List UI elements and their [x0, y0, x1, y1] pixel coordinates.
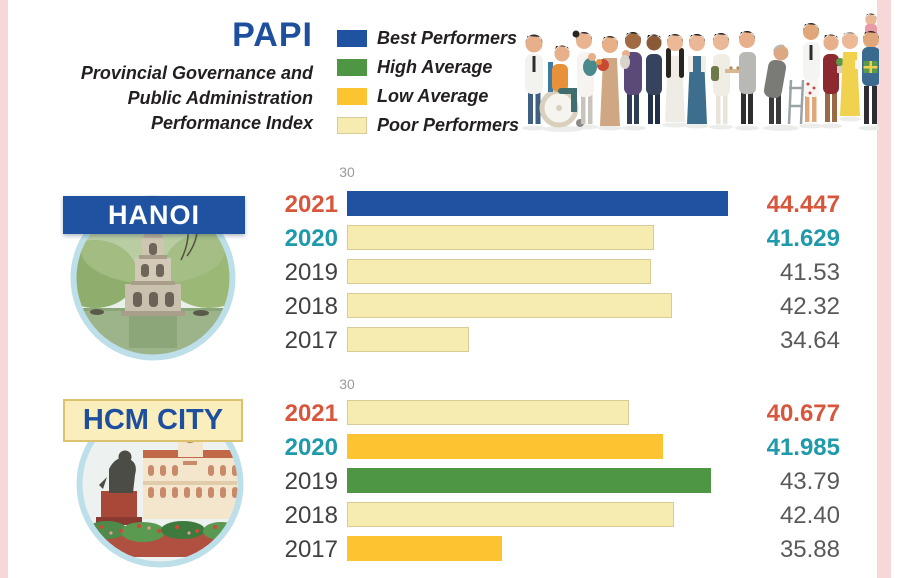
bar-2021	[347, 400, 629, 425]
bar-2017	[347, 327, 469, 352]
value-label: 42.32	[779, 293, 840, 320]
subtitle-line: Provincial Governance and	[80, 63, 313, 83]
papi-subtitle: Provincial Governance and Public Adminis…	[20, 61, 313, 136]
person-gray-sweater	[739, 31, 756, 124]
bar-2019	[347, 468, 711, 493]
bar-2019	[347, 259, 651, 284]
legend-item-label: High Average	[377, 57, 493, 77]
year-label: 2018	[284, 502, 338, 529]
title-block: PAPI Provincial Governance and Public Ad…	[20, 16, 313, 136]
year-label: 2019	[284, 468, 338, 495]
year-label: 2018	[284, 293, 338, 320]
legend-item: Poor Performers	[337, 111, 519, 140]
chart-row-2020: 2020 41.629	[0, 225, 900, 252]
year-label: 2020	[284, 225, 338, 252]
chart-row-2021: 2021 40.677	[0, 400, 900, 427]
value-label: 41.53	[779, 259, 840, 286]
person-tan-dress	[596, 36, 620, 126]
value-label: 40.677	[766, 400, 840, 427]
hcm-city-label: HCM CITY	[63, 399, 243, 442]
bar-2018	[347, 502, 674, 527]
axis-origin-label-hanoi: 30	[339, 164, 355, 180]
chart-row-2019: 2019 41.53	[0, 259, 900, 286]
bar-2018	[347, 293, 672, 318]
papi-title: PAPI	[232, 16, 313, 54]
hcm-photo	[76, 400, 244, 568]
person-purple-top	[620, 32, 642, 124]
year-label: 2017	[284, 536, 338, 563]
bar-2021	[347, 191, 728, 216]
legend-item-label: Low Average	[377, 86, 489, 106]
legend-item: Low Average	[337, 82, 519, 111]
person-holding-baby	[572, 30, 597, 124]
legend-item-label: Poor Performers	[377, 115, 520, 135]
chart-row-2017: 2017 35.88	[0, 536, 900, 563]
value-label: 44.447	[766, 191, 840, 218]
chart-row-2020: 2020 41.985	[0, 434, 900, 461]
legend-swatch-best	[337, 30, 367, 47]
bar-2020	[347, 434, 663, 459]
chart-row-2018: 2018 42.40	[0, 502, 900, 529]
person-elderly-walker	[763, 44, 805, 125]
value-label: 41.629	[766, 225, 840, 252]
person-blue-pinafore	[687, 34, 707, 124]
value-label: 42.40	[779, 502, 840, 529]
person-with-child-and-gift	[862, 13, 879, 124]
hanoi-bar-chart: 2021 44.447 2020 41.629 2019 41.53 2018 42.32 20…	[0, 191, 900, 356]
legend-swatch-low	[337, 88, 367, 105]
legend-swatch-high	[337, 59, 367, 76]
ground-shadows	[522, 116, 879, 132]
year-label: 2021	[284, 191, 338, 218]
bar-2020	[347, 225, 654, 250]
subtitle-line: Public Administration	[127, 88, 313, 108]
value-label: 43.79	[779, 468, 840, 495]
person-with-tray	[711, 33, 752, 124]
person-dark-red-top	[823, 34, 844, 122]
person-navy-suit	[646, 34, 662, 124]
year-label: 2019	[284, 259, 338, 286]
legend-swatch-poor	[337, 117, 367, 134]
right-frame-strip	[877, 0, 891, 578]
chart-row-2018: 2018 42.32	[0, 293, 900, 320]
value-label: 41.985	[766, 434, 840, 461]
people-illustration	[522, 13, 879, 132]
chart-row-2021: 2021 44.447	[0, 191, 900, 218]
legend-item-label: Best Performers	[377, 28, 518, 48]
legend-item: High Average	[337, 53, 519, 82]
value-label: 35.88	[779, 536, 840, 563]
subtitle-line: Performance Index	[150, 113, 313, 133]
value-label: 34.64	[779, 327, 840, 354]
bar-2017	[347, 536, 502, 561]
hcm-bar-chart: 2021 40.677 2020 41.985 2019 43.79 2018 42.40 20…	[0, 400, 900, 565]
legend-item: Best Performers	[337, 24, 519, 53]
year-label: 2020	[284, 434, 338, 461]
year-label: 2017	[284, 327, 338, 354]
chart-row-2019: 2019 43.79	[0, 468, 900, 495]
left-frame-strip	[0, 0, 8, 578]
chart-row-2017: 2017 34.64	[0, 327, 900, 354]
legend: Best Performers High Average Low Average Po…	[337, 24, 519, 140]
hanoi-label: HANOI	[63, 196, 245, 234]
axis-origin-label-hcm: 30	[339, 376, 355, 392]
person-wheelchair	[539, 45, 584, 128]
person-white-dress	[665, 34, 685, 122]
person-heart-shorts	[803, 23, 820, 122]
person-yellow-dress	[840, 32, 860, 116]
year-label: 2021	[284, 400, 338, 427]
person-tie-man	[525, 34, 543, 124]
